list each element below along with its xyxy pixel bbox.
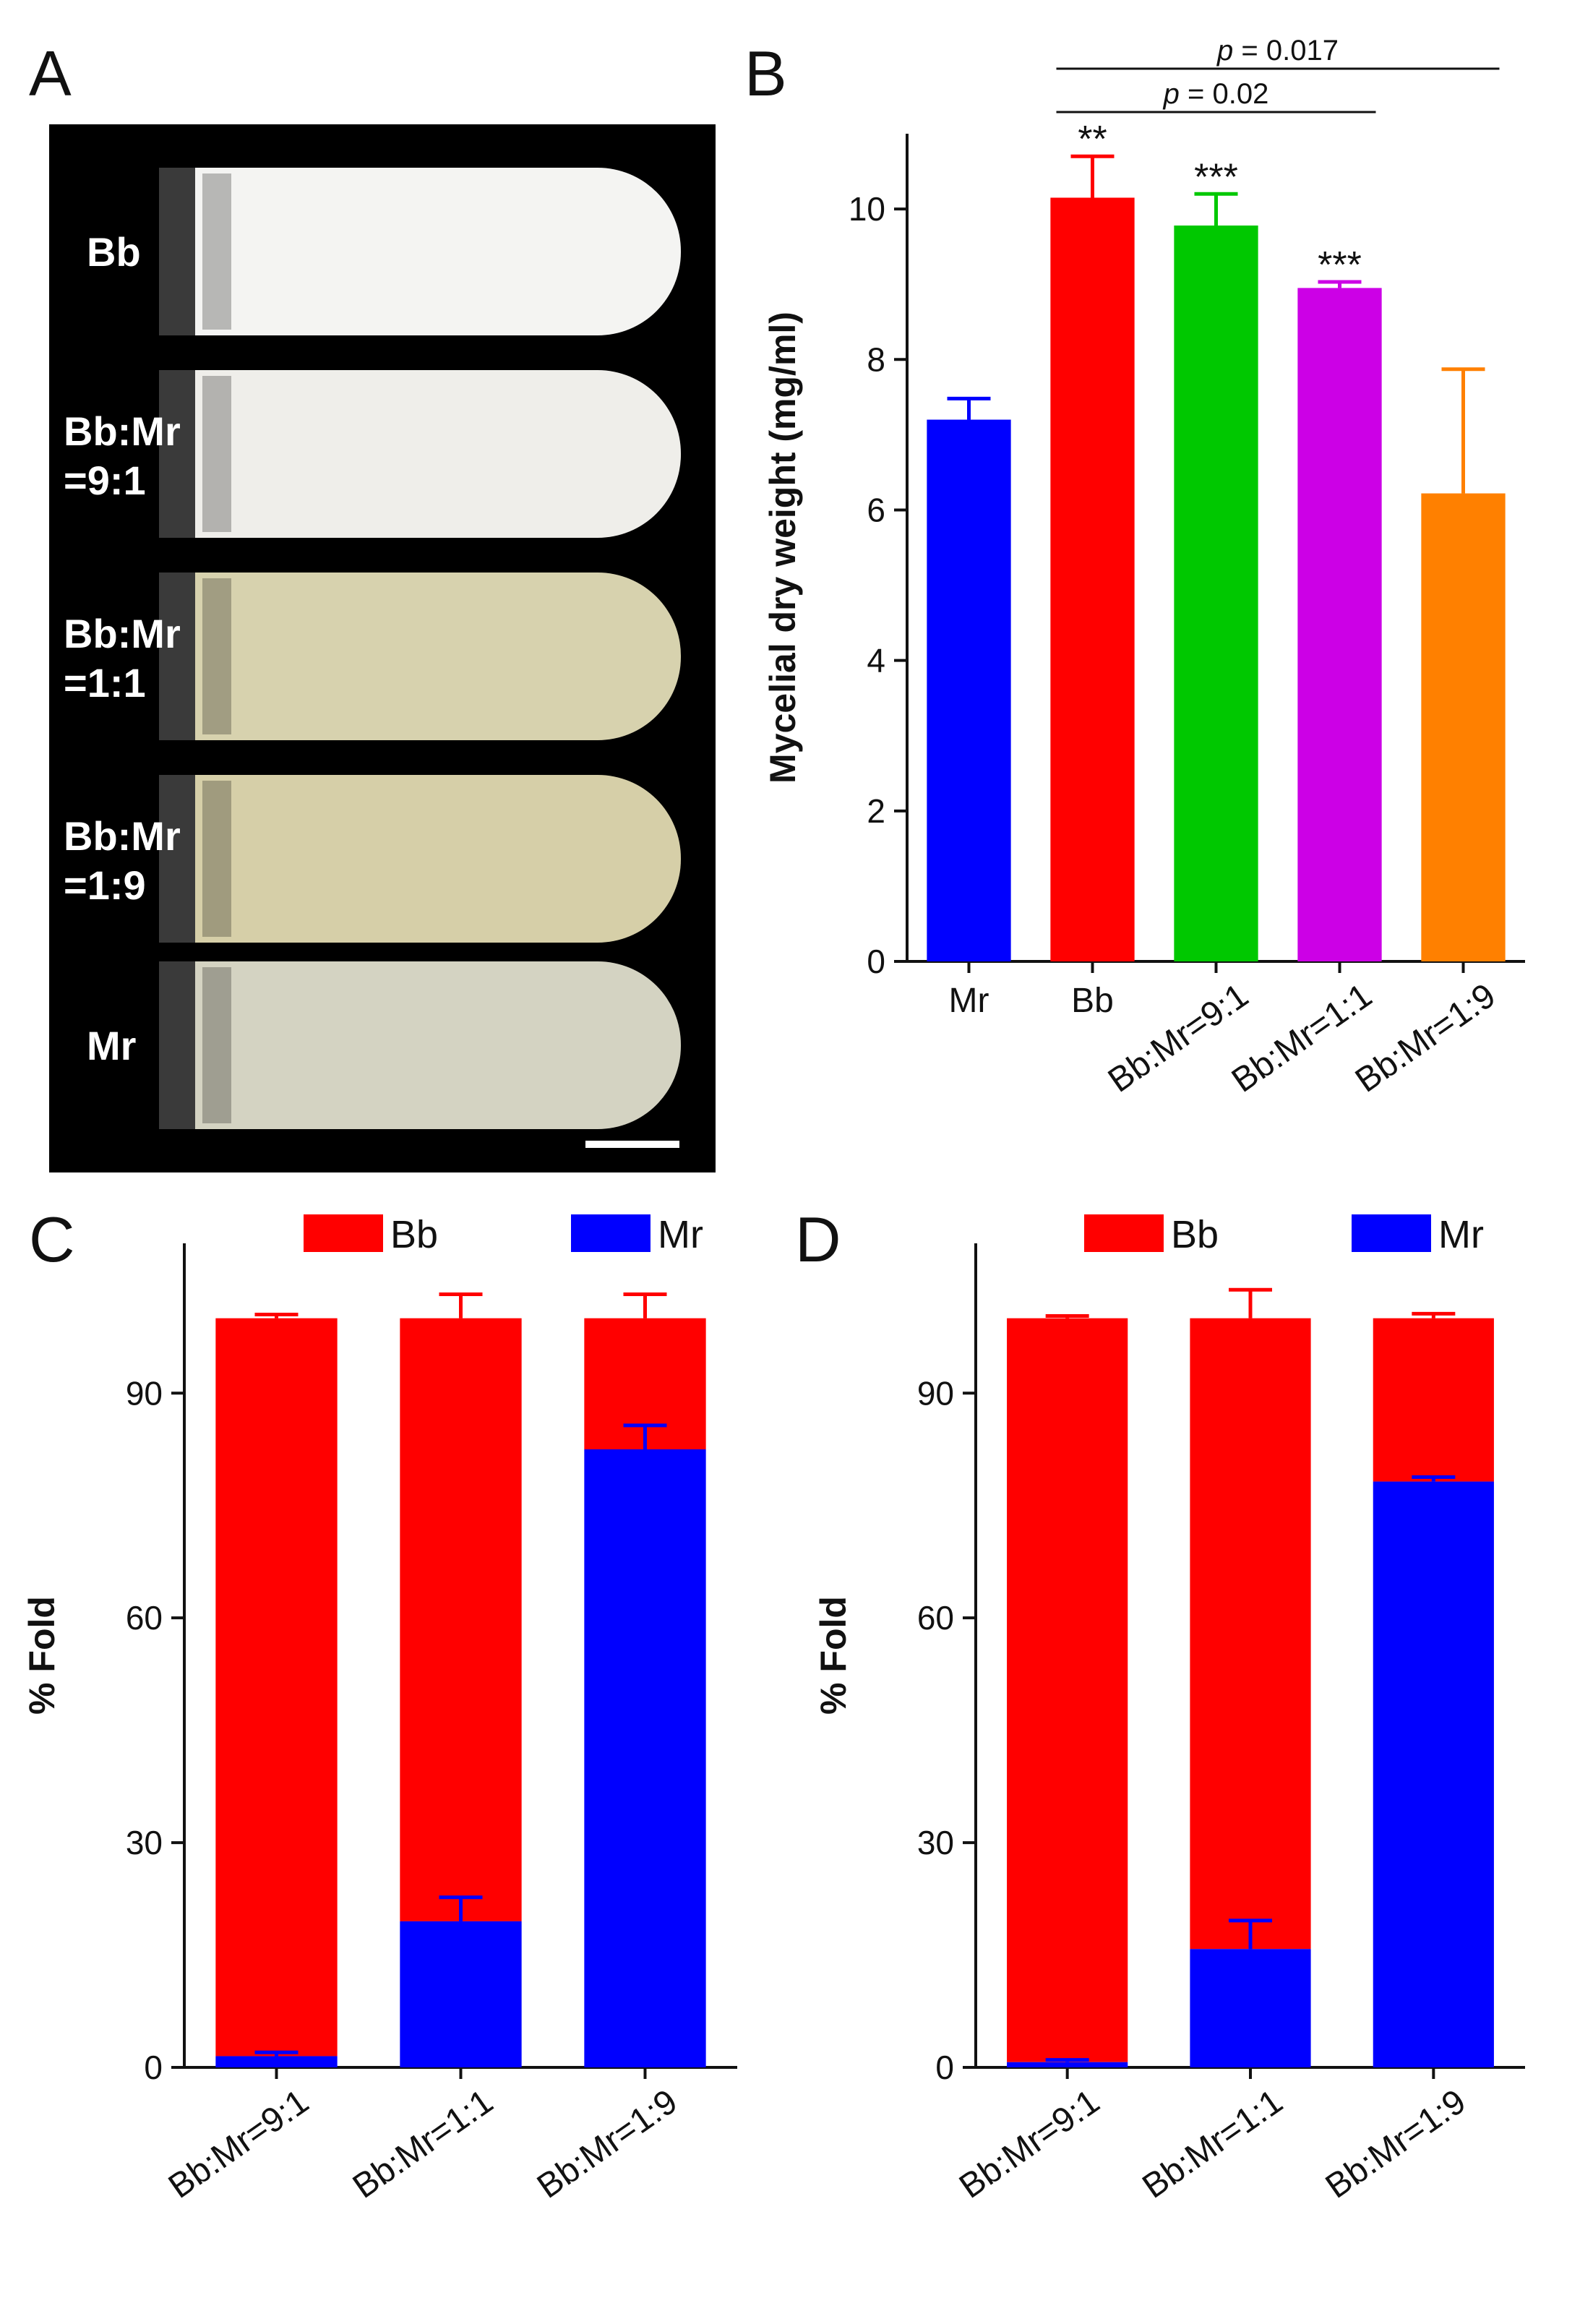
chart-b-ytick-label-4: 4 [867, 642, 885, 679]
tube-neck-2 [195, 573, 289, 740]
chart-b-ytick-label-8: 8 [867, 340, 885, 378]
chart-b-bar-1 [1050, 197, 1135, 961]
tube-label-1-0: Bb:Mr [64, 408, 181, 454]
tube-0 [195, 168, 681, 335]
tube-neck-4 [195, 961, 289, 1129]
c-bar-bb-0 [215, 1318, 338, 2057]
d-ytick-label-90: 90 [917, 1374, 954, 1412]
panel-letter-c: C [29, 1204, 75, 1275]
chart-b-ytick-label-0: 0 [867, 943, 885, 980]
chart-b-comparison-label-0: p = 0.02 [1163, 78, 1269, 110]
d-bar-mr-0 [1007, 2062, 1128, 2067]
panel-letter-b: B [744, 38, 787, 109]
c-ytick-label-90: 90 [126, 1374, 163, 1412]
chart-b: Mycelial dry weight (mg/ml) 0 2 4 6 8 10 Mr ** B… [763, 35, 1525, 1100]
scale-bar [585, 1141, 679, 1148]
chart-b-bar-4 [1421, 493, 1506, 961]
d-bar-mr-2 [1373, 1481, 1494, 2067]
c-bar-mr-2 [584, 1449, 706, 2067]
c-ytick-label-0: 0 [144, 2049, 163, 2086]
tube-neck-3 [195, 775, 289, 943]
c-ytick-label-30: 30 [126, 1824, 163, 1861]
d-ytick-label-30: 30 [917, 1824, 954, 1861]
tube-label-3-0: Bb:Mr [64, 813, 181, 859]
chart-b-significance-1: ** [1078, 119, 1107, 160]
panel-letter-a: A [29, 38, 72, 109]
chart-d-y-label: % Fold [813, 1596, 854, 1715]
tube-neck-1 [195, 370, 289, 538]
d-bar-bb-0 [1007, 1318, 1128, 2062]
tube-shadow-2 [202, 578, 231, 734]
tube-label-1-1: =9:1 [64, 458, 146, 503]
c-ytick-label-60: 60 [126, 1599, 163, 1637]
chart-b-significance-3: *** [1318, 244, 1362, 286]
tube-shadow-4 [202, 967, 231, 1123]
chart-b-category-0: Mr [949, 982, 989, 1020]
d-legend-swatch-bb [1084, 1214, 1164, 1252]
tube-4 [195, 961, 681, 1129]
tube-shadow-3 [202, 781, 231, 937]
chart-b-ytick-label-10: 10 [849, 190, 885, 228]
c-bar-bb-1 [400, 1318, 522, 1921]
d-legend-label-bb: Bb [1171, 1213, 1219, 1256]
tube-neck-0 [195, 168, 289, 335]
d-legend-swatch-mr [1352, 1214, 1431, 1252]
d-legend-label-mr: Mr [1438, 1213, 1484, 1256]
tube-3 [195, 775, 681, 943]
c-legend-swatch-bb [304, 1214, 383, 1252]
chart-b-category-1: Bb [1071, 982, 1114, 1020]
tube-label-3-1: =1:9 [64, 862, 146, 908]
tube-2 [195, 573, 681, 740]
d-bar-bb-2 [1373, 1318, 1494, 1482]
chart-b-bar-0 [927, 419, 1011, 961]
chart-b-bar-2 [1174, 225, 1258, 961]
c-bar-mr-0 [215, 2056, 338, 2067]
chart-c-y-label: % Fold [22, 1596, 62, 1715]
c-bar-mr-1 [400, 1921, 522, 2067]
tube-shadow-0 [202, 173, 231, 330]
c-legend-swatch-mr [571, 1214, 650, 1252]
chart-b-significance-2: *** [1194, 156, 1238, 198]
tube-label-2-0: Bb:Mr [64, 611, 181, 656]
chart-b-comparison-label-1: p = 0.017 [1216, 35, 1339, 67]
tube-shadow-1 [202, 376, 231, 532]
d-bar-bb-1 [1190, 1318, 1311, 1950]
c-legend-label-mr: Mr [658, 1213, 703, 1256]
chart-b-bar-3 [1297, 288, 1382, 961]
d-ytick-label-60: 60 [917, 1599, 954, 1637]
chart-b-ytick-label-6: 6 [867, 491, 885, 528]
tube-label-2-1: =1:1 [64, 660, 146, 706]
panel-letter-d: D [795, 1204, 841, 1275]
d-bar-mr-1 [1190, 1949, 1311, 2067]
tube-label-0-0: Bb [87, 229, 141, 275]
c-legend-label-bb: Bb [390, 1213, 438, 1256]
chart-b-y-label: Mycelial dry weight (mg/ml) [763, 312, 803, 784]
chart-b-ytick-label-2: 2 [867, 792, 885, 830]
tube-label-4-0: Mr [87, 1023, 136, 1068]
tube-1 [195, 370, 681, 538]
d-ytick-label-0: 0 [935, 2049, 954, 2086]
